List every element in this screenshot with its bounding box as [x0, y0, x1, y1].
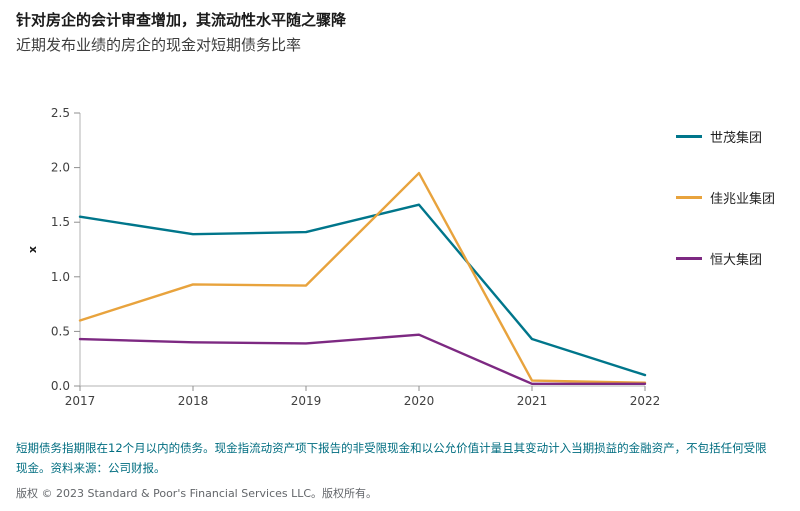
- chart-subtitle: 近期发布业绩的房企的现金对短期债务比率: [16, 36, 302, 55]
- copyright-notice: 版权 © 2023 Standard & Poor's Financial Se…: [16, 487, 378, 500]
- legend-swatch-series-0: [676, 134, 702, 138]
- svg-text:2021: 2021: [517, 394, 548, 408]
- legend-item: 世茂集团: [676, 128, 796, 146]
- chart-legend: 世茂集团 佳兆业集团 恒大集团: [676, 128, 796, 311]
- line-chart-area: 0.0 0.5 1.0 1.5 2.0 2.5 2017 2018 2019 2020 2021 20…: [22, 98, 662, 420]
- svg-text:0.0: 0.0: [51, 379, 70, 393]
- legend-label: 恒大集团: [710, 252, 763, 268]
- svg-text:2018: 2018: [178, 394, 209, 408]
- series-line: [78, 203, 647, 377]
- series-line: [78, 333, 647, 386]
- legend-label: 佳兆业集团: [710, 191, 776, 207]
- chart-title: 针对房企的会计审查增加，其流动性水平随之骤降: [16, 11, 347, 29]
- svg-text:2.0: 2.0: [51, 161, 70, 175]
- series-line: [78, 171, 647, 384]
- svg-text:2019: 2019: [291, 394, 322, 408]
- svg-text:2020: 2020: [404, 394, 435, 408]
- svg-text:2022: 2022: [630, 394, 661, 408]
- legend-swatch-series-1: [676, 195, 702, 199]
- chart-footnote: 短期债务指期限在12个月以内的债务。现金指流动资产项下报告的非受限现金和以公允价…: [16, 441, 767, 476]
- svg-text:0.5: 0.5: [51, 324, 70, 338]
- svg-text:2.5: 2.5: [51, 106, 70, 120]
- svg-text:1.5: 1.5: [51, 215, 70, 229]
- legend-item: 佳兆业集团: [676, 189, 796, 207]
- line-chart: 0.0 0.5 1.0 1.5 2.0 2.5 2017 2018 2019 2020 2021 20…: [26, 106, 661, 408]
- legend-label: 世茂集团: [710, 130, 763, 146]
- chart-header: 针对房企的会计审查增加，其流动性水平随之骤降 近期发布业绩的房企的现金对短期债务…: [16, 10, 776, 56]
- legend-swatch-series-2: [676, 256, 702, 260]
- legend-item: 恒大集团: [676, 250, 796, 268]
- svg-text:1.0: 1.0: [51, 270, 70, 284]
- svg-text:2017: 2017: [65, 394, 96, 408]
- svg-text:x: x: [26, 246, 39, 253]
